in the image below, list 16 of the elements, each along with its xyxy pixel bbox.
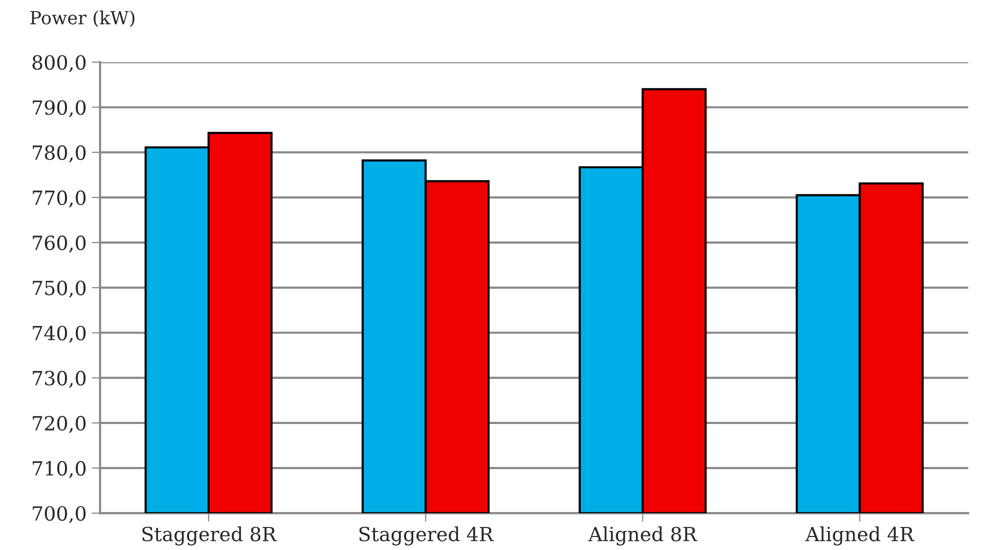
y-tick-label: 790,0: [32, 100, 86, 118]
y-tick-label: 740,0: [32, 326, 86, 343]
y-tick-label: 700,0: [32, 506, 86, 524]
y-axis-title: Power (kW): [30, 10, 134, 28]
y-tick-label: 780,0: [32, 145, 86, 162]
y-tick-label: 730,0: [32, 370, 86, 388]
y-tick-label: 720,0: [32, 416, 86, 433]
y-tick-label: 750,0: [32, 280, 86, 298]
y-tick-label: 760,0: [32, 236, 86, 253]
y-tick-label: 710,0: [32, 461, 86, 478]
x-tick-label: Aligned 8R: [588, 526, 698, 546]
x-tick-label: Aligned 4R: [805, 526, 914, 546]
x-tick-label: Staggered 8R: [142, 526, 277, 546]
y-tick-label: 800,0: [32, 55, 86, 72]
y-tick-label: 770,0: [32, 190, 86, 208]
x-tick-label: Staggered 4R: [359, 526, 494, 546]
